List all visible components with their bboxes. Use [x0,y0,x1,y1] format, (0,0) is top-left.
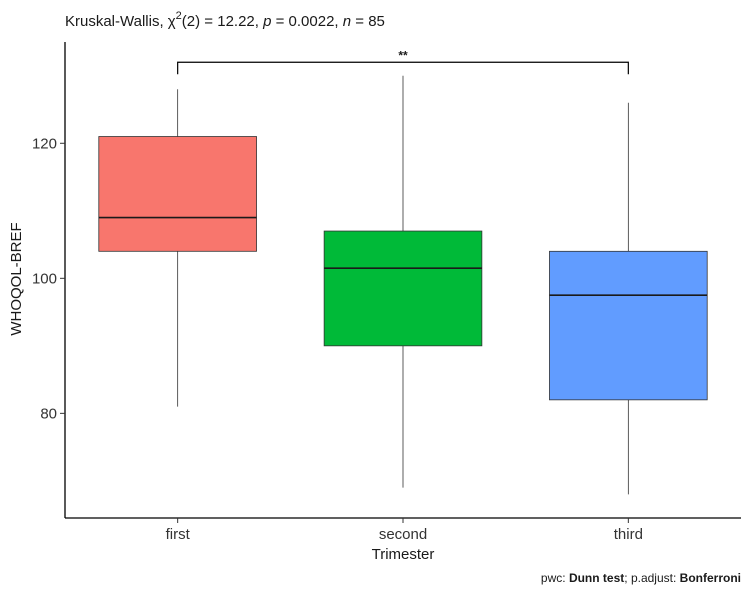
y-tick-label: 100 [32,270,57,287]
x-tick-label: second [379,526,427,543]
title-n-value: = 85 [351,13,385,30]
title-prefix: Kruskal-Wallis, [65,13,168,30]
box-third [549,250,708,401]
title-p-value: = 0.0022, [271,13,342,30]
y-tick-label: 80 [40,405,57,422]
x-tick-label: third [614,526,643,543]
title-p-label: p [262,13,271,30]
x-tick-label: first [166,526,191,543]
significance-bracket [177,61,629,75]
caption-adjust-method: Bonferroni [680,571,741,585]
caption-pwc-label: pwc: [541,571,569,585]
title-chi-superscript: 2 [176,10,182,22]
y-axis-title: WHOQOL-BREF [8,222,25,335]
title-chi: χ [168,13,176,30]
title-n-label: n [343,13,351,30]
box-first [98,136,257,252]
caption-test-name: Dunn test [569,571,624,585]
caption: pwc: Dunn test; p.adjust: Bonferroni [541,571,741,585]
chart-title: Kruskal-Wallis, χ2(2) = 12.22, p = 0.002… [65,10,385,30]
y-tick-label: 120 [32,135,57,152]
box-second [323,230,483,347]
title-df-stat: (2) = 12.22, [182,13,263,30]
significance-label: ** [398,48,408,62]
x-axis-title: Trimester [372,546,435,563]
caption-adjust-label: ; p.adjust: [624,571,679,585]
plot-area: 80 100 120 first second third ** [32,42,741,543]
